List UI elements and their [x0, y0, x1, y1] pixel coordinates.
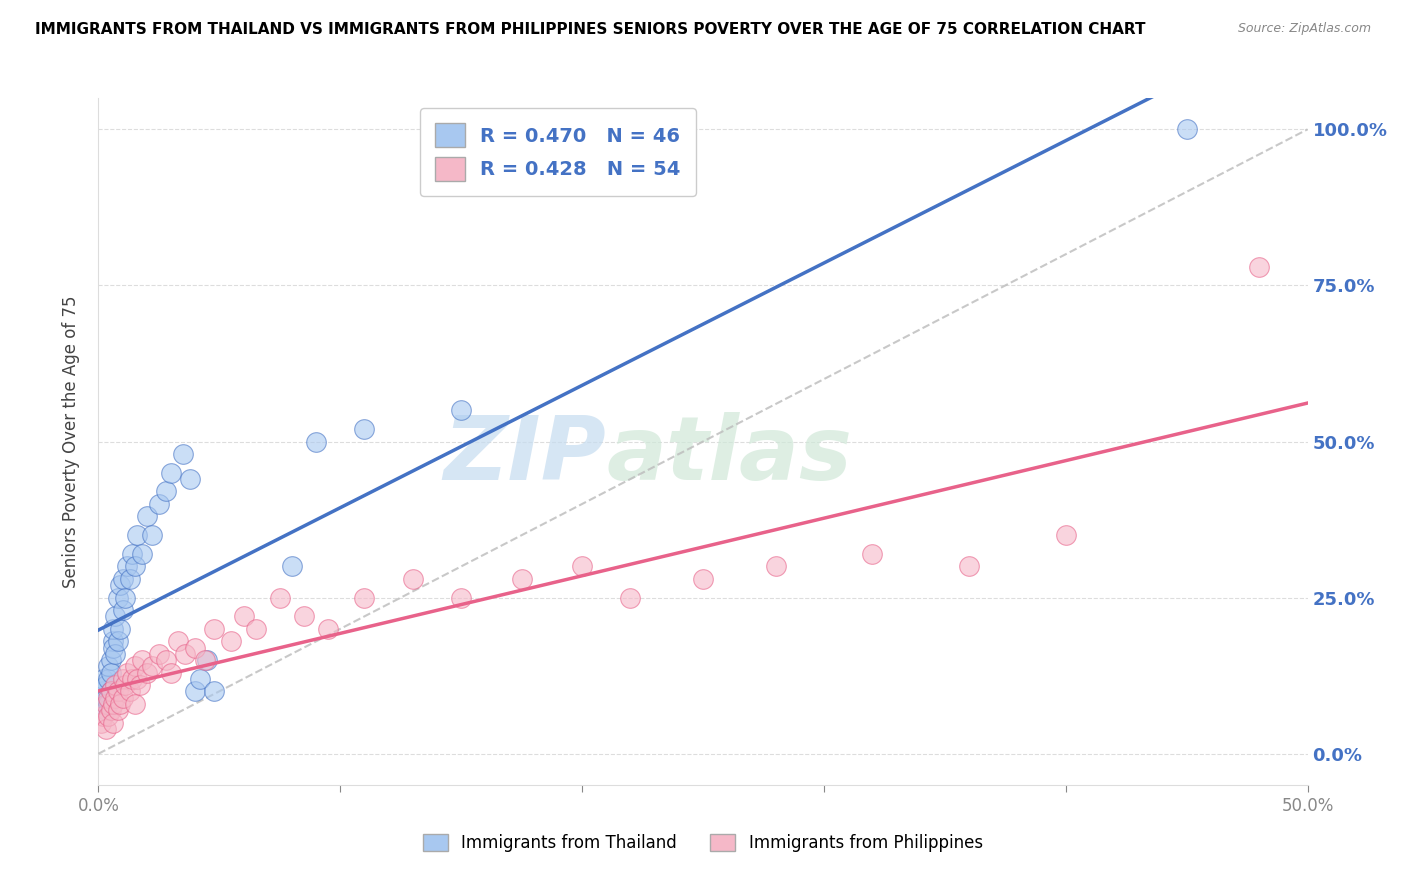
Point: [101, 697, 124, 711]
Point: [184, 640, 207, 655]
Point: [121, 672, 143, 686]
Point: [97, 709, 120, 723]
Point: [692, 572, 714, 586]
Point: [155, 653, 177, 667]
Point: [353, 422, 375, 436]
Point: [114, 591, 136, 605]
Point: [117, 559, 139, 574]
Point: [94, 690, 117, 705]
Text: IMMIGRANTS FROM THAILAND VS IMMIGRANTS FROM PHILIPPINES SENIORS POVERTY OVER THE: IMMIGRANTS FROM THAILAND VS IMMIGRANTS F…: [35, 22, 1146, 37]
Text: ZIP: ZIP: [443, 412, 606, 499]
Point: [111, 603, 134, 617]
Point: [101, 634, 124, 648]
Point: [204, 684, 226, 698]
Point: [127, 528, 149, 542]
Point: [148, 647, 170, 661]
Point: [141, 659, 163, 673]
Point: [101, 640, 124, 655]
Point: [195, 653, 218, 667]
Point: [100, 653, 122, 667]
Point: [124, 559, 146, 574]
Point: [101, 715, 124, 730]
Point: [619, 591, 641, 605]
Point: [108, 578, 131, 592]
Point: [167, 634, 190, 648]
Point: [860, 547, 883, 561]
Point: [292, 609, 315, 624]
Point: [127, 672, 149, 686]
Point: [91, 709, 114, 723]
Point: [91, 684, 114, 698]
Point: [172, 447, 194, 461]
Point: [281, 559, 304, 574]
Point: [111, 690, 134, 705]
Point: [135, 665, 157, 680]
Point: [97, 690, 120, 705]
Point: [160, 466, 183, 480]
Point: [204, 622, 226, 636]
Point: [148, 497, 170, 511]
Point: [111, 672, 134, 686]
Point: [353, 591, 375, 605]
Point: [232, 609, 254, 624]
Point: [1175, 122, 1198, 136]
Point: [957, 559, 980, 574]
Point: [131, 653, 153, 667]
Point: [104, 678, 127, 692]
Point: [450, 403, 472, 417]
Text: Source: ZipAtlas.com: Source: ZipAtlas.com: [1237, 22, 1371, 36]
Point: [101, 622, 124, 636]
Point: [94, 678, 117, 692]
Point: [245, 622, 267, 636]
Point: [104, 690, 127, 705]
Point: [107, 703, 129, 717]
Text: atlas: atlas: [606, 412, 852, 499]
Point: [184, 684, 207, 698]
Point: [305, 434, 328, 449]
Point: [194, 653, 217, 667]
Point: [174, 647, 197, 661]
Point: [104, 647, 127, 661]
Point: [108, 697, 131, 711]
Point: [90, 697, 112, 711]
Y-axis label: Seniors Poverty Over the Age of 75: Seniors Poverty Over the Age of 75: [62, 295, 80, 588]
Point: [155, 484, 177, 499]
Point: [1054, 528, 1077, 542]
Point: [104, 609, 127, 624]
Point: [100, 703, 122, 717]
Point: [97, 697, 120, 711]
Point: [450, 591, 472, 605]
Point: [269, 591, 291, 605]
Point: [188, 672, 211, 686]
Point: [117, 665, 139, 680]
Point: [121, 547, 143, 561]
Point: [128, 678, 150, 692]
Point: [1249, 260, 1271, 274]
Point: [571, 559, 593, 574]
Point: [94, 703, 117, 717]
Point: [100, 665, 122, 680]
Legend: Immigrants from Thailand, Immigrants from Philippines: Immigrants from Thailand, Immigrants fro…: [416, 828, 990, 859]
Point: [97, 672, 120, 686]
Point: [108, 622, 131, 636]
Point: [135, 509, 157, 524]
Point: [402, 572, 425, 586]
Point: [94, 722, 117, 736]
Point: [221, 634, 243, 648]
Point: [91, 672, 114, 686]
Point: [97, 659, 120, 673]
Point: [94, 697, 117, 711]
Point: [107, 684, 129, 698]
Point: [100, 684, 122, 698]
Point: [179, 472, 201, 486]
Point: [90, 715, 112, 730]
Point: [118, 572, 141, 586]
Point: [316, 622, 339, 636]
Point: [111, 572, 134, 586]
Point: [510, 572, 533, 586]
Point: [141, 528, 163, 542]
Point: [160, 665, 183, 680]
Point: [100, 684, 122, 698]
Point: [107, 591, 129, 605]
